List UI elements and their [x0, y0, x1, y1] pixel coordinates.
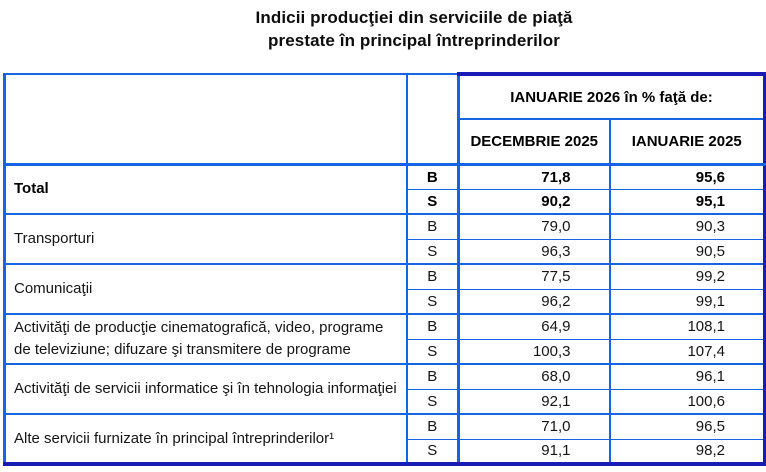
table-row: Comunicaţii B 77,5 99,2 [3, 263, 766, 315]
series-letter: B [405, 213, 460, 240]
value-cell-dec: 71,8 [457, 163, 611, 190]
table-row: S 92,1 100,6 [5, 388, 766, 415]
value-cell-dec: 77,5 [457, 263, 611, 290]
row-label: Transporturi [3, 213, 408, 265]
value-cell-dec: 92,1 [457, 388, 611, 415]
value-cell-dec: 96,2 [457, 288, 611, 315]
row-label: Activităţi de producţie cinematografică,… [3, 313, 408, 365]
series-letter: S [405, 188, 460, 215]
value-cell-ian: 96,5 [608, 413, 766, 440]
column-group-header: IANUARIE 2026 în % faţă de: [457, 72, 766, 120]
corner-empty-cell [3, 73, 408, 166]
column-header-ian: IANUARIE 2025 [608, 118, 766, 166]
table-row: S 100,3 107,4 [5, 338, 766, 365]
table-row: S 90,2 95,1 [5, 188, 766, 215]
table-row: Transporturi B 79,0 90,3 [3, 213, 766, 265]
series-letter: B [405, 413, 460, 440]
table-row: Activităţi de producţie cinematografică,… [3, 313, 766, 365]
value-cell-dec: 64,9 [457, 313, 611, 340]
value-cell-dec: 100,3 [457, 338, 611, 365]
value-cell-ian: 98,2 [608, 438, 766, 465]
table-row: S 96,2 99,1 [5, 288, 766, 315]
series-letter: S [405, 388, 460, 415]
value-cell-ian: 95,6 [608, 163, 766, 190]
row-label: Comunicaţii [3, 263, 408, 315]
value-cell-ian: 96,1 [608, 363, 766, 390]
series-letter: S [405, 238, 460, 265]
table-row: Total B 71,8 95,6 [3, 163, 766, 215]
table-header-row-1: IANUARIE 2026 în % faţă de: [3, 72, 766, 166]
value-cell-ian: 99,2 [608, 263, 766, 290]
series-letter: S [405, 288, 460, 315]
page-title-line2: prestate în principal întreprinderilor [268, 31, 560, 50]
series-letter: B [405, 163, 460, 190]
row-label: Activităţi de servicii informatice şi în… [3, 363, 408, 415]
series-letter: B [405, 263, 460, 290]
series-letter: S [405, 438, 460, 465]
value-cell-ian: 90,5 [608, 238, 766, 265]
table-row: S 91,1 98,2 [5, 438, 766, 465]
series-column-empty-cell [405, 73, 460, 166]
table-row: Activităţi de servicii informatice şi în… [3, 363, 766, 415]
column-header-dec: DECEMBRIE 2025 [457, 118, 611, 166]
value-cell-ian: 107,4 [608, 338, 766, 365]
series-letter: B [405, 363, 460, 390]
value-cell-dec: 79,0 [457, 213, 611, 240]
indices-table: IANUARIE 2026 în % faţă de: DECEMBRIE 20… [3, 72, 766, 466]
value-cell-ian: 100,6 [608, 388, 766, 415]
page-title-line1: Indicii producţiei din serviciile de pia… [255, 8, 573, 27]
value-cell-ian: 95,1 [608, 188, 766, 215]
series-letter: B [405, 313, 460, 340]
series-letter: S [405, 338, 460, 365]
value-cell-ian: 108,1 [608, 313, 766, 340]
value-cell-dec: 71,0 [457, 413, 611, 440]
table-header-row-2: DECEMBRIE 2025 IANUARIE 2025 [5, 118, 766, 166]
row-label: Alte servicii furnizate în principal înt… [3, 413, 408, 465]
value-cell-dec: 90,2 [457, 188, 611, 215]
table-row: S 96,3 90,5 [5, 238, 766, 265]
row-label: Total [3, 163, 408, 215]
value-cell-dec: 68,0 [457, 363, 611, 390]
value-cell-ian: 99,1 [608, 288, 766, 315]
page-title: Indicii producţiei din serviciile de pia… [0, 0, 766, 52]
value-cell-ian: 90,3 [608, 213, 766, 240]
value-cell-dec: 96,3 [457, 238, 611, 265]
table-row: Alte servicii furnizate în principal înt… [3, 413, 766, 465]
value-cell-dec: 91,1 [457, 438, 611, 465]
